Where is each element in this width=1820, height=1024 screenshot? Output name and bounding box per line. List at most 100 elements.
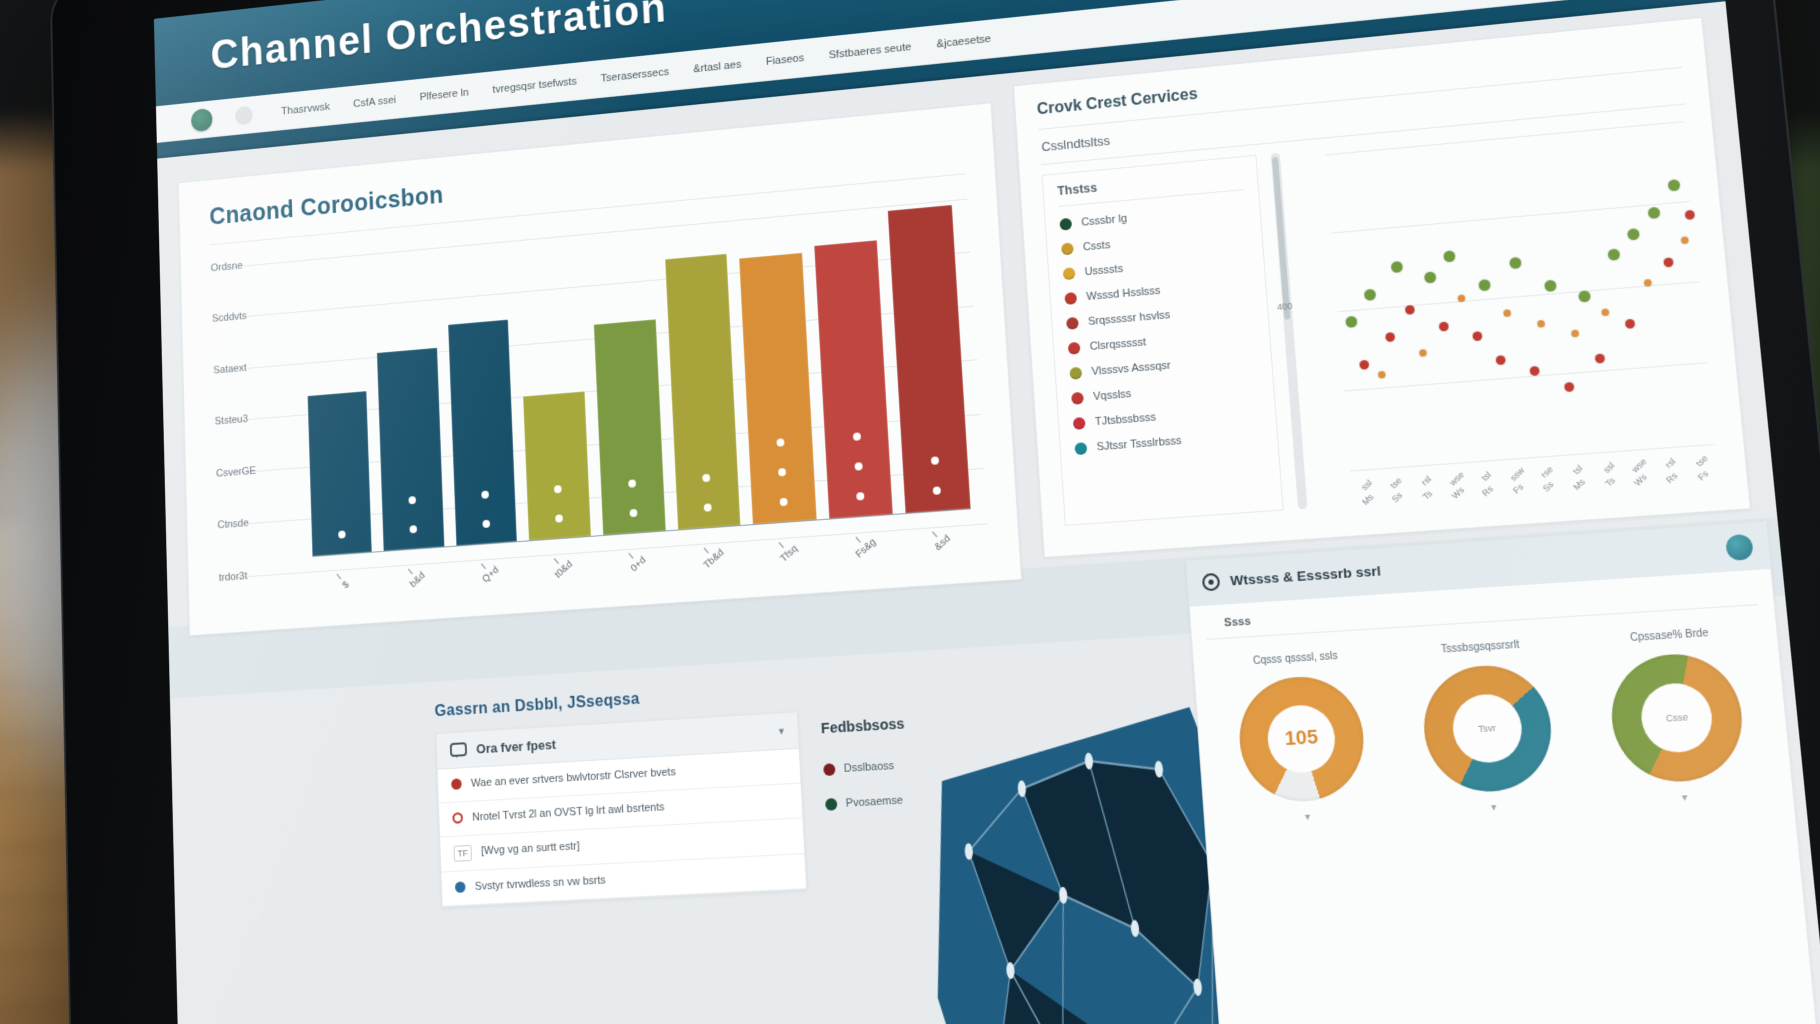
tab-item[interactable]: Plfesere ln	[419, 86, 469, 103]
bar-dot	[482, 520, 490, 529]
donut-chart[interactable]: 105	[1235, 673, 1369, 805]
tab-item[interactable]: &rtasl aes	[693, 58, 742, 75]
scatter-point	[1647, 206, 1661, 220]
scatter-point	[1627, 227, 1641, 241]
feed-item-text: Nrotel Tvrst 2l an OVST lg lrt awl bsrte…	[472, 800, 665, 824]
bar[interactable]	[377, 347, 445, 552]
chevron-down-icon[interactable]: ▾	[1681, 791, 1688, 804]
bar[interactable]	[307, 390, 373, 557]
feed-item-text: Svstyr tvrwdless sn vw bsrts	[474, 874, 606, 893]
legend-dot	[1074, 442, 1088, 456]
x-axis-label: b&d	[386, 548, 445, 606]
bar[interactable]	[593, 319, 666, 536]
legend-label: Clsrqssssst	[1089, 336, 1147, 354]
scatter-point	[1390, 261, 1403, 274]
scatter-point	[1443, 250, 1456, 263]
bar[interactable]	[814, 240, 894, 519]
scatter-point	[1419, 348, 1428, 357]
scatter-point	[1607, 248, 1621, 262]
y-axis-label: Sataext	[213, 362, 247, 377]
scatter-point	[1472, 331, 1483, 342]
scatter-point	[1536, 319, 1545, 328]
bar-dot	[555, 514, 564, 523]
scatter-point	[1578, 290, 1591, 303]
x-axis-label: $	[314, 553, 372, 611]
network-legend-item: Dsslbaoss	[822, 759, 907, 777]
target-icon	[1202, 573, 1221, 592]
bar[interactable]	[739, 253, 817, 525]
scatter-y-tick: 400	[1276, 300, 1293, 312]
scatter-point	[1643, 278, 1652, 287]
scatter-chart: 400 ssl tse rsl wse tsl ssw rse tsl ssl wse rsl tse…	[1277, 114, 1724, 507]
bar[interactable]	[664, 253, 741, 530]
network-legend-item: Pvosaemse	[824, 794, 909, 812]
tab-item[interactable]: Tseraserssecs	[600, 65, 670, 85]
legend-list: Csssbr lg Cssts Ussssts Wsssd Hsslsss Srqsss…	[1059, 196, 1263, 462]
bar-dot	[932, 486, 942, 496]
scatter-point	[1359, 359, 1370, 370]
chevron-down-icon[interactable]: ▾	[1490, 801, 1498, 814]
legend-dot	[1065, 317, 1079, 331]
donut-group: Tsssbsgsqssrsrlt Tsvr ▾	[1392, 628, 1582, 818]
scatter-gridline	[1330, 200, 1692, 234]
legend-label: Ussssts	[1084, 263, 1124, 279]
tab-item[interactable]: tvregsqsr tsefwsts	[492, 75, 578, 96]
bar-dot	[629, 509, 638, 518]
scatter-point	[1404, 304, 1415, 315]
scatter-point	[1544, 280, 1557, 293]
legend-label: Cssts	[1082, 239, 1111, 254]
bar-dot	[776, 438, 785, 448]
bar-chart-panel: Cnaond Corooicsbon Ordsne Scddvts Sataext S…	[177, 102, 1023, 637]
y-axis-label: trdor3t	[218, 570, 248, 584]
chevron-down-icon[interactable]: ▾	[1304, 811, 1311, 824]
donut-chart[interactable]: Tsvr	[1419, 661, 1556, 795]
bars	[302, 189, 971, 558]
x-axis-label: Q+d	[458, 542, 517, 600]
tab-item[interactable]: &jcaesetse	[936, 32, 992, 50]
bar-dot	[778, 468, 787, 477]
tablet: Channel Orchestration Ssnts VslssePosls …	[49, 0, 1820, 1024]
bar[interactable]	[448, 319, 518, 546]
network-graph	[916, 693, 1270, 1024]
bar-dot	[337, 530, 346, 540]
x-axis-label: 0+d	[605, 532, 665, 591]
app-logo-icon[interactable]	[191, 107, 213, 132]
secondary-logo-icon	[234, 105, 254, 126]
chevron-down-icon[interactable]: ▾	[778, 725, 785, 738]
donut-hole: Csse	[1638, 681, 1716, 754]
legend-label: Srqsssssr hsvlss	[1087, 309, 1171, 329]
scatter-point	[1570, 329, 1579, 338]
teal-action-button[interactable]	[1725, 533, 1755, 561]
donut-group: Cqsss qssssl, ssls 105 ▾	[1210, 639, 1394, 827]
legend-label: Vlsssvs Asssqsr	[1091, 359, 1172, 379]
scatter-point	[1685, 210, 1696, 221]
tab-item[interactable]: Sfstbaeres seute	[828, 40, 912, 61]
donuts-panel: Wtssss & Essssrb ssrl Ssss Cqsss qssssl,…	[1185, 520, 1820, 1024]
legend-dot	[1062, 267, 1076, 281]
status-ring-icon	[452, 811, 464, 824]
feed-list: Wae an ever srtvers bwlvtorstr Clsrver b…	[437, 748, 807, 907]
bar-dot	[779, 498, 788, 507]
scatter-point	[1594, 353, 1606, 364]
tab-item[interactable]: CsfA ssei	[352, 93, 397, 110]
scatter-point	[1495, 355, 1507, 366]
scatter-point	[1377, 371, 1386, 379]
legend-dot	[1059, 218, 1072, 231]
donut-hole: Tsvr	[1450, 692, 1525, 765]
donut-chart[interactable]: Csse	[1606, 650, 1749, 785]
scatter-gridline	[1343, 362, 1708, 392]
legend-dot	[822, 763, 836, 777]
legend-dot	[1070, 392, 1084, 406]
bar-dot	[855, 492, 865, 501]
donut-group: Cpssase% Brde Csse ▾	[1579, 616, 1775, 809]
legend-label: Wsssd Hsslsss	[1085, 285, 1161, 304]
y-axis-label: CsverGE	[215, 465, 257, 480]
legend-dot	[1067, 342, 1081, 356]
bar[interactable]	[523, 391, 591, 541]
network-panel: Fedbsbsoss Dsslbaoss Pvosaemse	[820, 693, 1270, 1024]
bar[interactable]	[888, 204, 971, 514]
feed-card: Ora fver fpest ▾ Wae an ever srtvers bwl…	[435, 711, 808, 908]
tab-item[interactable]: Fiaseos	[765, 51, 805, 68]
tab-item[interactable]: Thasrvwsk	[280, 100, 331, 117]
bar-dot	[852, 432, 861, 442]
